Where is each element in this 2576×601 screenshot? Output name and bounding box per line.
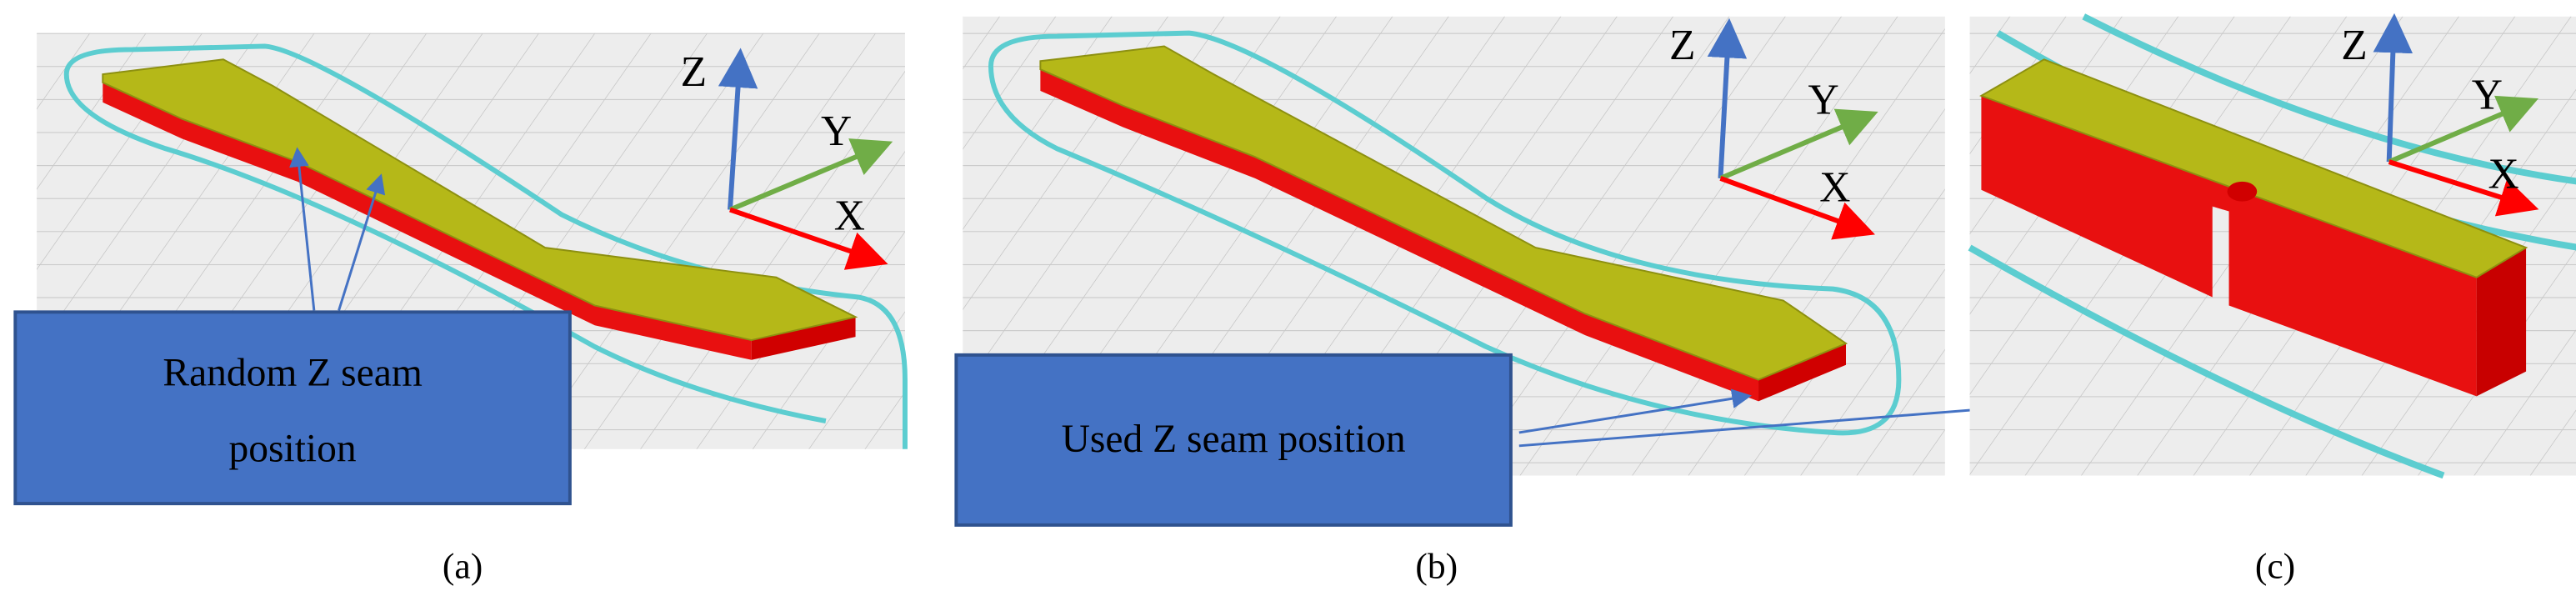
end-face: [2476, 248, 2527, 397]
x-axis: [2388, 159, 2539, 217]
panel-label: (a): [443, 546, 483, 586]
end-face: [751, 317, 856, 360]
y-axis: [2388, 95, 2538, 164]
z-label: Z: [681, 48, 707, 96]
y-axis: [1719, 108, 1878, 181]
side-face: [103, 83, 752, 360]
x-axis: [729, 207, 888, 270]
z-axis: [2373, 13, 2413, 163]
panel-c: Z Y X (c): [1968, 13, 2576, 586]
panel-label: (c): [2255, 546, 2295, 586]
end-face: [1758, 343, 1846, 402]
top-face: [1039, 45, 1848, 381]
panel-b: Z Y X Used Z seam position (b): [954, 16, 2465, 586]
x-label: X: [2488, 151, 2519, 198]
callout-text: Random Z seam: [163, 352, 422, 395]
x-label: X: [1819, 164, 1850, 212]
pointer: [338, 173, 386, 311]
y-axis: [728, 138, 893, 213]
skirt: [63, 43, 908, 449]
y-label: Y: [2472, 72, 2503, 119]
top-face: [102, 58, 858, 342]
callout-box: [13, 310, 572, 506]
y-label: Y: [821, 108, 852, 155]
z-axis: [718, 48, 758, 210]
pointer: [1518, 388, 1753, 434]
z-label: Z: [1669, 22, 1695, 69]
side-face: [1040, 69, 1759, 402]
callout-text: position: [229, 428, 357, 471]
skirt: [988, 30, 1902, 436]
x-label: X: [834, 192, 865, 239]
pointer: [289, 147, 316, 311]
front-face: [1981, 95, 2477, 397]
top-face: [1979, 58, 2528, 278]
callout-text: Used Z seam position: [1062, 418, 1406, 461]
notch: [2227, 181, 2258, 202]
x-axis: [1719, 176, 1875, 240]
panel-a: Z Y X Random Z seam position (a): [13, 33, 908, 586]
panel-label: (b): [1415, 546, 1458, 586]
z-label: Z: [2341, 22, 2367, 69]
callout-box: [954, 353, 1513, 527]
z-axis: [1707, 18, 1748, 179]
y-label: Y: [1808, 77, 1838, 124]
